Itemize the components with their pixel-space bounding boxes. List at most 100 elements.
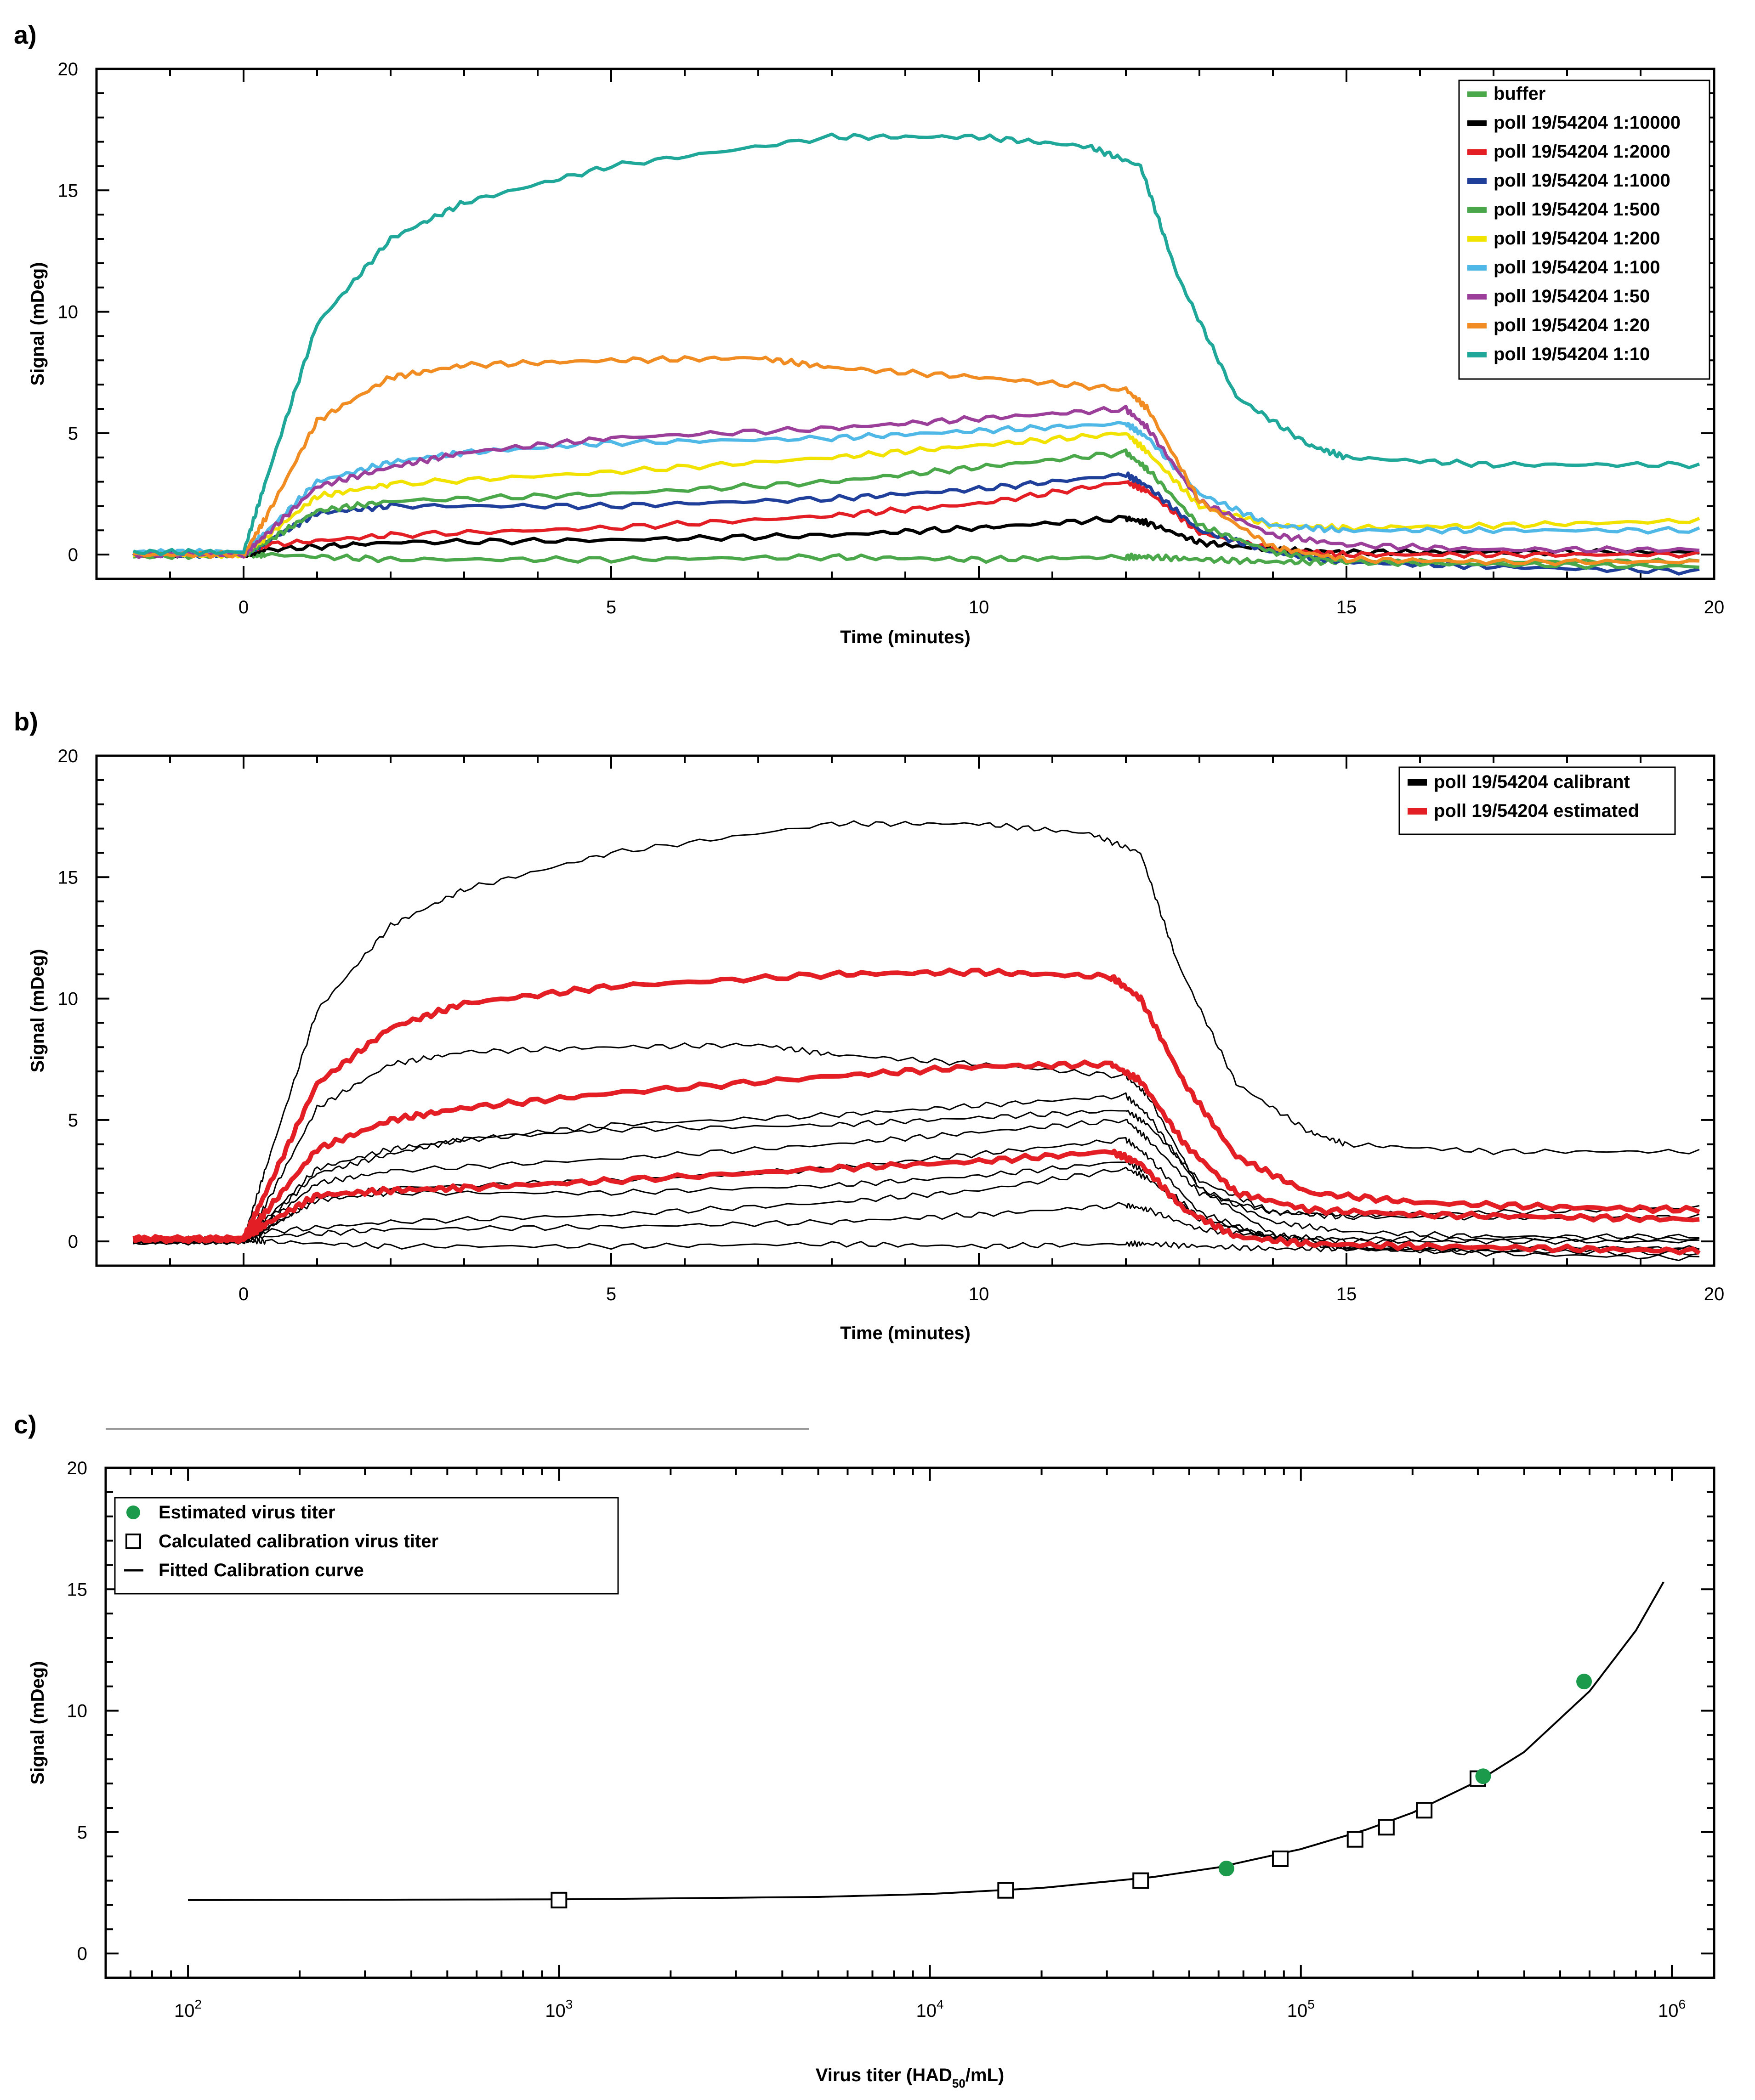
x-tick-label: 0 — [239, 1284, 249, 1304]
legend-label: poll 19/54204 1:50 — [1494, 286, 1650, 306]
y-tick-label: 0 — [77, 1944, 87, 1964]
x-axis-title: Virus titer (HAD50/mL) — [816, 2065, 1004, 2090]
x-tick-label: 15 — [1336, 1284, 1357, 1304]
y-tick-label: 15 — [58, 181, 79, 201]
series-line-10 — [132, 967, 1700, 1244]
legend-label: Fitted Calibration curve — [159, 1560, 364, 1580]
legend-label: poll 19/54204 estimated — [1434, 801, 1639, 821]
fitted-calibration-curve — [188, 1581, 1664, 1901]
x-tick-base: 10 — [1658, 2001, 1679, 2021]
x-tick-label: 10 — [969, 1284, 989, 1304]
y-tick-label: 10 — [58, 989, 79, 1009]
calibration-point — [997, 1882, 1014, 1899]
y-tick-label: 10 — [67, 1701, 88, 1721]
legend-label: poll 19/54204 1:100 — [1494, 257, 1660, 277]
x-tick-label: 103 — [545, 1997, 573, 2021]
x-tick-label: 15 — [1336, 597, 1357, 617]
y-tick-label: 20 — [58, 59, 79, 79]
y-tick-label: 5 — [68, 1110, 78, 1131]
x-tick-label: 0 — [239, 597, 249, 617]
y-tick-label: 5 — [77, 1823, 87, 1843]
series-line-5 — [133, 1119, 1700, 1245]
series-line-6 — [133, 1109, 1700, 1243]
calibration-point — [1416, 1802, 1433, 1819]
series-line-4 — [132, 448, 1700, 570]
panel-label: b) — [14, 707, 38, 736]
x-tick-label: 5 — [606, 597, 616, 617]
y-tick-label: 5 — [68, 424, 78, 444]
legend-label: poll 19/54204 calibrant — [1434, 772, 1630, 792]
panel-1: b) 0 5 10 15 20 Signal (mDeg) 0 5 10 15 20 Time (min… — [14, 707, 1724, 1343]
legend-label: poll 19/54204 1:10000 — [1494, 113, 1681, 133]
series-line-9 — [133, 820, 1700, 1242]
legend-label: poll 19/54204 1:200 — [1494, 228, 1660, 249]
estimated-point — [1576, 1674, 1592, 1690]
calibration-point — [1132, 1872, 1149, 1889]
y-tick-label: 15 — [58, 867, 79, 888]
x-axis-title-part: Virus titer (HAD — [816, 2065, 952, 2085]
x-tick-exponent: 3 — [566, 1997, 573, 2011]
legend-box — [114, 1497, 619, 1595]
x-tick-exponent: 4 — [937, 1997, 944, 2011]
series-line-9 — [132, 132, 1700, 556]
legend-label: poll 19/54204 1:10 — [1494, 344, 1650, 364]
x-tick-exponent: 5 — [1307, 1997, 1315, 2011]
y-tick-label: 15 — [67, 1579, 88, 1600]
series-line-8 — [133, 355, 1700, 566]
x-axis-title: Time (minutes) — [840, 627, 971, 647]
x-tick-label: 102 — [174, 1997, 202, 2021]
series-line-8 — [133, 1042, 1700, 1252]
x-tick-exponent: 6 — [1678, 1997, 1686, 2011]
calibration-point — [1378, 1819, 1395, 1836]
estimated-point — [1475, 1768, 1491, 1784]
series-line-6 — [133, 421, 1700, 557]
x-tick-base: 10 — [545, 2001, 566, 2021]
panel-0: a) 0 5 10 15 20 Signal (mDeg) 0 5 10 15 20 Time (min… — [14, 20, 1724, 647]
series-line-12 — [133, 1149, 1701, 1256]
series-line-2 — [133, 480, 1700, 559]
x-axis-title-part: 50 — [952, 2077, 966, 2090]
x-tick-label: 10 — [969, 597, 989, 617]
series-line-2 — [133, 1166, 1700, 1245]
x-tick-label: 20 — [1704, 1284, 1725, 1304]
legend-label: Calculated calibration virus titer — [159, 1531, 438, 1551]
series-group — [132, 132, 1700, 576]
series-line-7 — [132, 404, 1700, 559]
calibration-point — [1272, 1851, 1289, 1867]
legend-label: poll 19/54204 1:2000 — [1494, 142, 1670, 162]
x-tick-label: 105 — [1287, 1997, 1315, 2021]
y-tick-label: 20 — [67, 1458, 88, 1478]
y-tick-label: 0 — [68, 1232, 78, 1252]
series-line-3 — [133, 1160, 1700, 1262]
legend-label: poll 19/54204 1:500 — [1494, 199, 1660, 220]
series-line-1 — [132, 515, 1700, 559]
estimated-point — [1218, 1861, 1234, 1877]
x-tick-label: 20 — [1704, 597, 1725, 617]
series-group — [132, 820, 1701, 1262]
x-tick-base: 10 — [1287, 2001, 1308, 2021]
legend-label: poll 19/54204 1:1000 — [1494, 170, 1670, 191]
legend-box — [1458, 79, 1710, 380]
y-axis-title: Signal (mDeg) — [28, 262, 48, 386]
y-axis-title: Signal (mDeg) — [28, 1661, 48, 1785]
legend-label: buffer — [1494, 84, 1545, 104]
calibration-point — [551, 1891, 568, 1908]
series-line-11 — [132, 1059, 1700, 1245]
panel-label: c) — [14, 1410, 37, 1439]
series-line-1 — [133, 1202, 1700, 1245]
x-tick-label: 5 — [606, 1284, 616, 1304]
series-line-0 — [133, 1238, 1700, 1252]
calibration-point — [1346, 1831, 1363, 1848]
legend-label: poll 19/54204 1:20 — [1494, 315, 1650, 335]
legend-marker-circle — [126, 1506, 140, 1519]
y-tick-label: 0 — [68, 545, 78, 565]
x-tick-base: 10 — [174, 2001, 195, 2021]
legend-box — [1398, 766, 1676, 835]
x-tick-label: 104 — [916, 1997, 944, 2021]
series-line-5 — [133, 431, 1700, 559]
legend-label: Estimated virus titer — [159, 1502, 335, 1523]
x-axis-title: Time (minutes) — [840, 1323, 971, 1343]
legend-marker-square — [125, 1534, 141, 1549]
